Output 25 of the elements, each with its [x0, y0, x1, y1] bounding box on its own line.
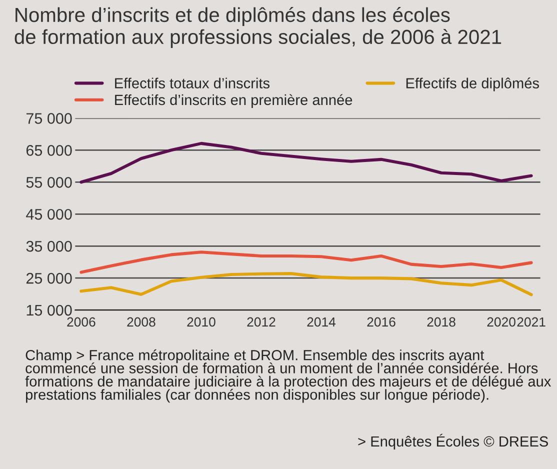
y-tick-label: 35 000	[26, 240, 72, 252]
y-tick-label: 45 000	[26, 208, 72, 220]
legend-label: Effectifs de diplômés	[406, 78, 539, 92]
x-tick-label: 2016	[367, 317, 396, 327]
legend-label: Effectifs totaux d’inscrits	[115, 78, 270, 88]
y-tick-label: 75 000	[26, 113, 72, 124]
text: Champ > France métropolitaine et DROM. Ensemble des inscrits ayant commencé une session de formation à un moment de l’année considérée. Hors formations de mandataire judiciaire à la protection des majeurs et de délégué aux prestations familiales (car données non disponibles sur longue période).	[25, 349, 552, 403]
y-tick-label: 65 000	[26, 145, 72, 156]
x-tick-label: 2006	[67, 317, 96, 327]
line-series	[80, 250, 533, 274]
y-tick-label: 25 000	[26, 272, 72, 284]
x-tick-label: 2018	[427, 317, 456, 327]
x-tick-label: 2010	[187, 317, 216, 327]
text: > Enquêtes Écoles © DREES	[358, 434, 548, 450]
x-tick-label: 2008	[127, 317, 156, 327]
legend-label: Effectifs d’inscrits en première année	[115, 94, 352, 108]
y-tick-label: 55 000	[26, 176, 72, 188]
line-series	[80, 142, 533, 184]
x-tick-label: 2020	[487, 317, 516, 327]
line-series	[80, 272, 533, 296]
x-tick-label: 2014	[307, 317, 336, 327]
chart-title: Nombre d’inscrits et de diplômés dans les écoles de formation aux professions sociales, de 2006 à 2021	[14, 7, 502, 48]
x-tick-label: 2012	[247, 317, 276, 327]
x-tick-label: 2021	[517, 317, 546, 327]
y-tick-label: 15 000	[26, 304, 72, 316]
